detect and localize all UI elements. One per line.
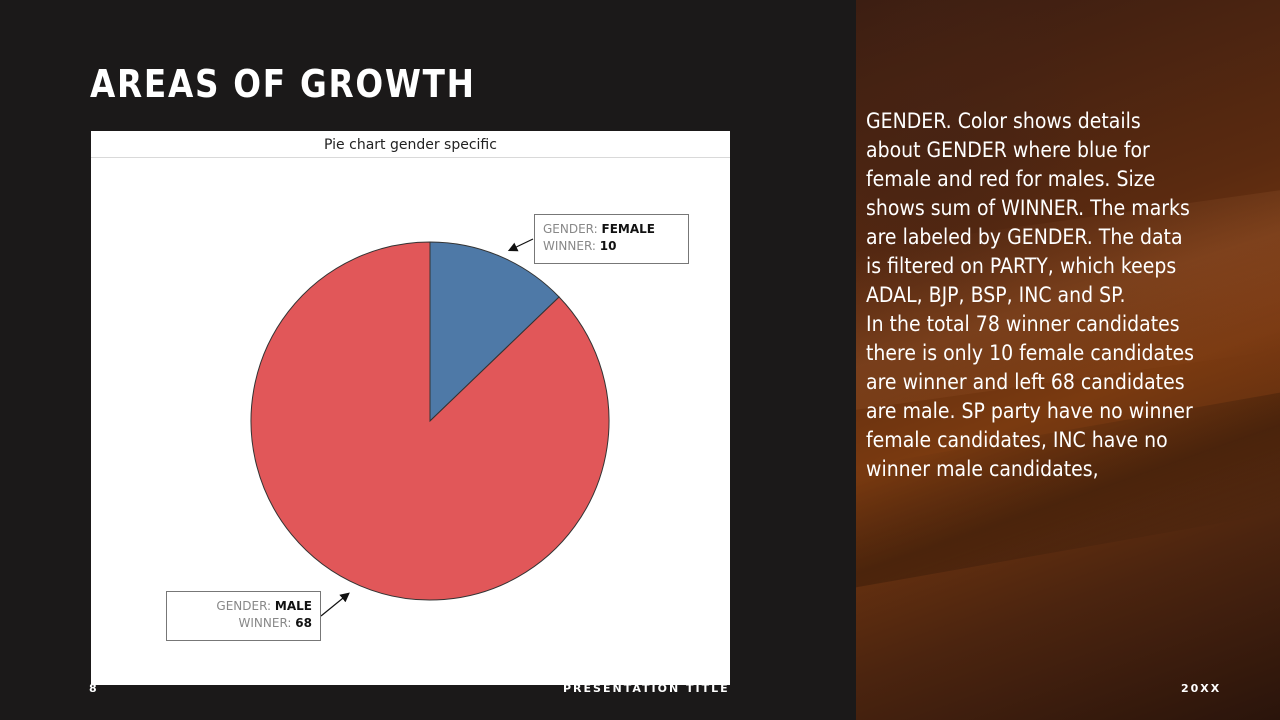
tooltip-value: 68	[295, 616, 312, 630]
presentation-title: PRESENTATION TITLE	[563, 682, 730, 695]
slide-title: AREAS OF GROWTH	[90, 62, 476, 106]
chart-title: Pie chart gender specific	[91, 131, 730, 158]
tooltip-value: 10	[599, 239, 617, 253]
pie-slice-female	[429, 241, 560, 423]
tooltip-value: MALE	[274, 599, 312, 613]
tooltip-key: WINNER:	[543, 239, 596, 253]
female-tooltip: GENDER: FEMALE WINNER: 10	[534, 214, 689, 264]
male-tooltip-pointer	[320, 592, 350, 617]
pie-slice-male	[250, 241, 610, 601]
page-number: 8	[89, 682, 99, 695]
footer-year: 20XX	[1181, 682, 1222, 695]
description-text: GENDER. Color shows details about GENDER…	[866, 109, 1194, 481]
chart-panel: Pie chart gender specific GENDER: FEMALE…	[91, 131, 730, 685]
background-image	[856, 0, 1280, 720]
female-tooltip-pointer	[507, 238, 534, 252]
pie-chart	[250, 238, 610, 617]
tooltip-key: GENDER:	[216, 599, 272, 613]
tooltip-value: FEMALE	[601, 222, 655, 236]
tooltip-key: GENDER:	[543, 222, 598, 236]
tooltip-key: WINNER:	[238, 616, 292, 630]
male-tooltip: GENDER: MALE WINNER: 68	[166, 591, 321, 641]
